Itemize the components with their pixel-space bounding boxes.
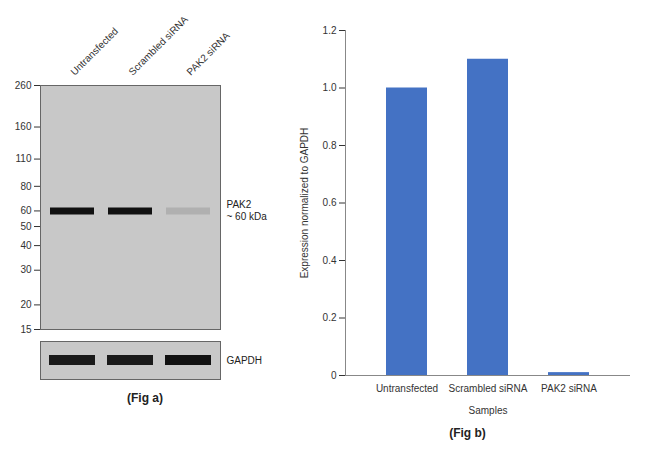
svg-text:Untransfected: Untransfected	[376, 383, 438, 394]
svg-text:0: 0	[331, 370, 337, 381]
svg-text:30: 30	[20, 264, 32, 275]
svg-text:PAK2 siRNA: PAK2 siRNA	[541, 383, 597, 394]
svg-text:160: 160	[15, 121, 32, 132]
svg-text:Scrambled siRNA: Scrambled siRNA	[449, 383, 528, 394]
svg-text:Samples: Samples	[469, 405, 508, 416]
svg-text:PAK2 siRNA: PAK2 siRNA	[184, 30, 232, 78]
svg-text:0.2: 0.2	[323, 312, 337, 323]
html-text:(Fig b): (Fig b)	[449, 426, 486, 440]
svg-text:Untransfected: Untransfected	[68, 26, 120, 78]
svg-text:0.4: 0.4	[323, 255, 337, 266]
svg-text:80: 80	[20, 181, 32, 192]
html-text:(Fig a): (Fig a)	[127, 391, 163, 405]
svg-text:1.2: 1.2	[323, 25, 337, 36]
svg-text:110: 110	[16, 153, 32, 164]
svg-text:GAPDH: GAPDH	[227, 355, 263, 366]
svg-text:40: 40	[20, 240, 32, 251]
svg-text:0.6: 0.6	[323, 197, 337, 208]
svg-text:260: 260	[15, 80, 32, 91]
svg-text:20: 20	[20, 299, 32, 310]
svg-text:60: 60	[20, 205, 32, 216]
svg-text:50: 50	[20, 221, 32, 232]
svg-text:Scrambled siRNA: Scrambled siRNA	[126, 14, 190, 78]
svg-text:15: 15	[20, 324, 32, 335]
svg-text:1.0: 1.0	[323, 82, 337, 93]
svg-text:PAK2: PAK2	[227, 199, 252, 210]
svg-text:0.8: 0.8	[323, 140, 337, 151]
svg-text:~ 60 kDa: ~ 60 kDa	[227, 211, 268, 222]
svg-text:Expression normalized to GAPDH: Expression normalized to GAPDH	[299, 128, 310, 279]
